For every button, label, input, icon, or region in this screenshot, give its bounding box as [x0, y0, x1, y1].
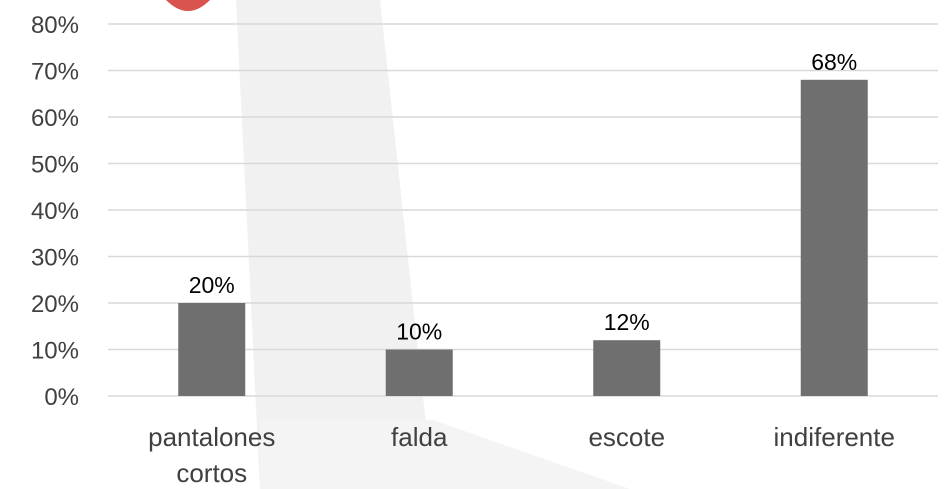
y-tick-label: 30% [31, 245, 79, 272]
data-labels: 20% 10% 12% 68% [189, 49, 858, 345]
category-labels: pantalones cortos falda escote indiferente [148, 422, 895, 488]
data-label: 12% [604, 309, 650, 335]
watermark-shape-lower [260, 420, 630, 489]
data-label: 20% [189, 272, 235, 298]
category-label: cortos [176, 458, 247, 488]
bars [178, 79, 868, 397]
data-label: 68% [811, 49, 857, 75]
category-label: indiferente [774, 422, 895, 452]
y-tick-label: 50% [31, 152, 79, 179]
y-tick-label: 0% [44, 384, 79, 411]
y-tick-label: 20% [31, 291, 79, 318]
watermark-shape [236, 0, 433, 489]
y-tick-label: 40% [31, 198, 79, 225]
y-axis-tick-labels: 0% 10% 20% 30% 40% 50% 60% 70% 80% [31, 12, 79, 411]
bar [178, 303, 246, 396]
bar [800, 79, 868, 397]
background-layer [166, 0, 630, 489]
bar [385, 349, 453, 396]
data-label: 10% [396, 319, 442, 345]
category-label: escote [588, 422, 665, 452]
category-label: falda [391, 422, 448, 452]
gridlines [108, 23, 938, 397]
logo-fragment [166, 0, 210, 11]
y-tick-label: 80% [31, 12, 79, 39]
y-tick-label: 60% [31, 105, 79, 132]
bar [593, 340, 661, 396]
y-tick-label: 10% [31, 338, 79, 365]
y-tick-label: 70% [31, 59, 79, 86]
category-label: pantalones [148, 422, 275, 452]
